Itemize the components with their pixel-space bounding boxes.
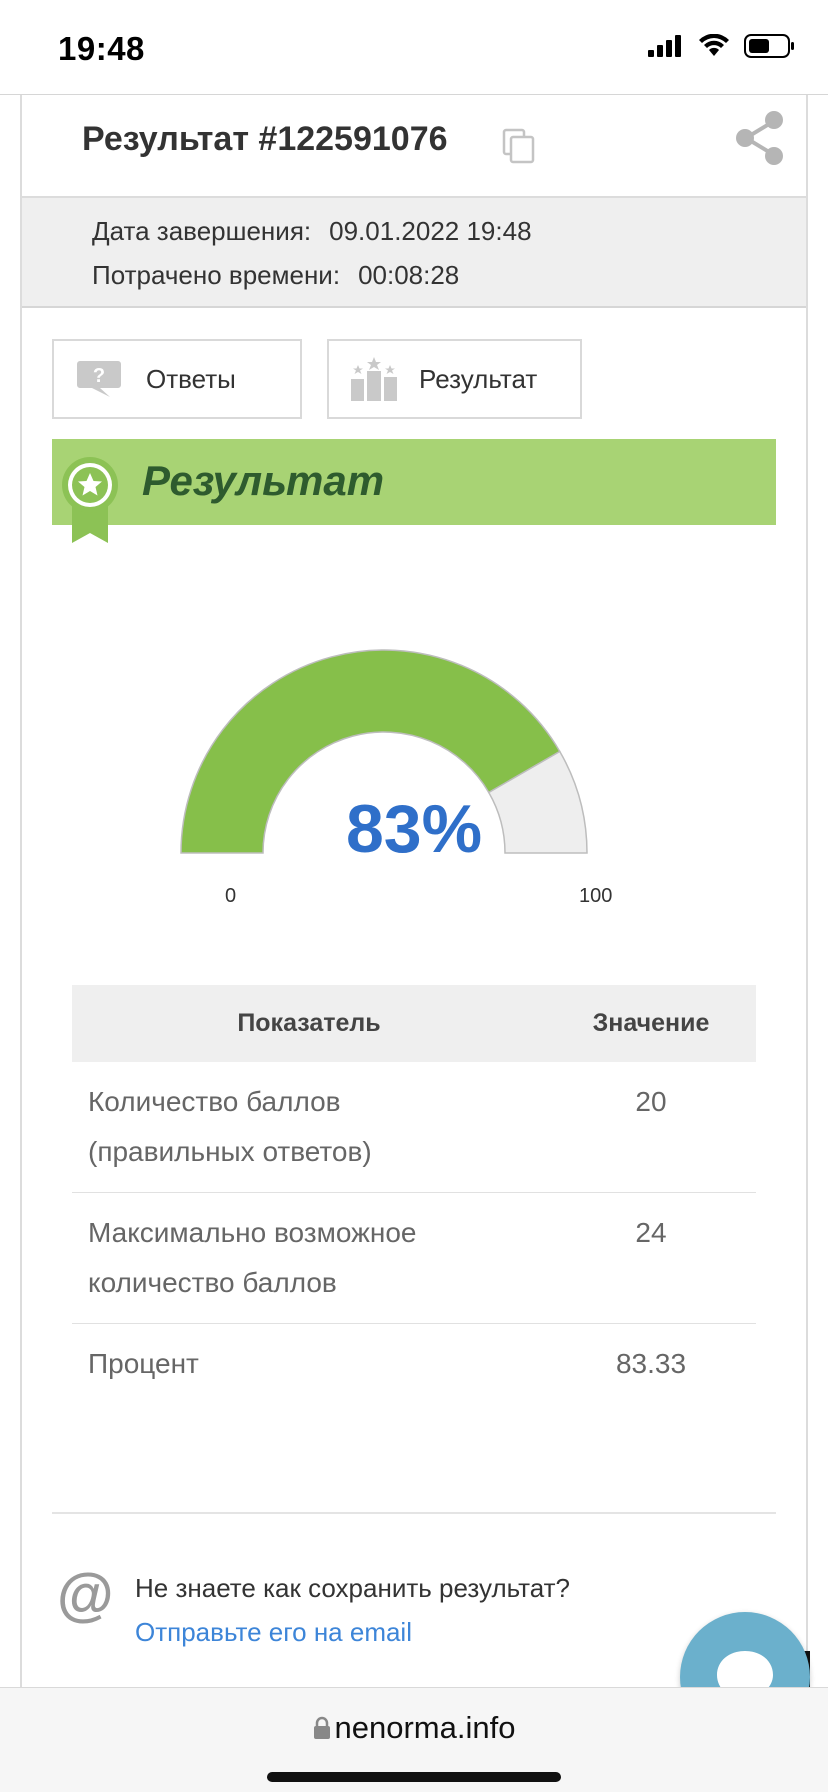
url-display: nenorma.info — [0, 1710, 828, 1746]
home-indicator — [267, 1772, 561, 1782]
tab-answers[interactable]: ? Ответы — [52, 339, 302, 419]
finish-date-row: Дата завершения: 09.01.2022 19:48 — [92, 216, 532, 247]
share-icon[interactable] — [734, 109, 786, 167]
table-cell-label: Максимально возможное количество баллов — [72, 1192, 546, 1324]
result-banner: Результат — [52, 439, 776, 543]
award-badge-icon — [62, 457, 118, 543]
table-header-indicator: Показатель — [72, 985, 546, 1062]
save-question: Не знаете как сохранить результат? — [135, 1573, 571, 1603]
time-spent-row: Потрачено времени: 00:08:28 — [92, 260, 459, 291]
browser-url-bar[interactable]: nenorma.info — [0, 1687, 828, 1792]
gauge-value: 83% — [345, 791, 483, 867]
row-label-line1: Процент — [88, 1348, 199, 1379]
row-label-line2: количество баллов — [88, 1267, 337, 1298]
status-bar: 19:48 — [0, 0, 828, 95]
battery-icon — [744, 34, 794, 58]
finish-date-value: 09.01.2022 19:48 — [329, 216, 532, 246]
svg-text:?: ? — [93, 365, 105, 387]
table-cell-value: 83.33 — [615, 1348, 687, 1379]
table-header-value: Значение — [546, 985, 756, 1062]
gauge-fill — [180, 649, 561, 854]
row-label-line1: Максимально возможное — [88, 1217, 417, 1248]
save-hint: @ Не знаете как сохранить результат? Отп… — [57, 1565, 677, 1665]
tab-answers-label: Ответы — [146, 363, 236, 394]
score-gauge — [180, 649, 588, 854]
table-row: Количество баллов (правильных ответов) 2… — [72, 1062, 756, 1193]
table-header-row: Показатель Значение — [72, 985, 756, 1062]
podium-icon — [351, 357, 397, 401]
url-text: nenorma.info — [334, 1710, 516, 1745]
table-cell-value: 20 — [546, 1062, 756, 1193]
send-email-link[interactable]: Отправьте его на email — [135, 1617, 412, 1647]
divider — [52, 1512, 776, 1514]
finish-date-label: Дата завершения: — [92, 216, 312, 246]
table-row: Процент 83.33 — [72, 1324, 756, 1405]
table-row: Максимально возможное количество баллов … — [72, 1192, 756, 1324]
page-frame: Результат #122591076 Дата завершения: 09.… — [20, 95, 810, 1742]
time-spent-label: Потрачено времени: — [92, 260, 341, 290]
gauge-max-label: 100 — [579, 885, 613, 907]
result-header: Результат #122591076 — [22, 95, 806, 198]
info-box: Дата завершения: 09.01.2022 19:48 Потраче… — [22, 198, 806, 308]
gauge-min-label: 0 — [225, 885, 237, 907]
lock-icon — [313, 1716, 330, 1739]
page-title: Результат #122591076 — [82, 120, 448, 158]
gauge-remainder — [487, 750, 588, 854]
row-label-line1: Количество баллов — [88, 1086, 341, 1117]
status-time: 19:48 — [58, 30, 145, 67]
results-table: Показатель Значение Количество баллов (п… — [72, 985, 756, 1404]
status-icons — [648, 34, 796, 58]
question-bubble-icon: ? — [77, 361, 121, 397]
banner-title: Результат — [142, 457, 385, 504]
signal-icon — [648, 35, 681, 57]
table-cell-value: 24 — [546, 1192, 756, 1324]
at-icon: @ — [57, 1562, 114, 1627]
tab-result[interactable]: Результат — [327, 339, 582, 419]
tab-result-label: Результат — [419, 363, 538, 394]
wifi-icon — [699, 34, 729, 56]
time-spent-value: 00:08:28 — [358, 260, 460, 290]
table-cell-label: Количество баллов (правильных ответов) — [72, 1062, 546, 1193]
row-label-line2: (правильных ответов) — [88, 1136, 372, 1167]
copy-icon[interactable] — [502, 128, 536, 164]
table-cell-label: Процент — [72, 1324, 546, 1405]
